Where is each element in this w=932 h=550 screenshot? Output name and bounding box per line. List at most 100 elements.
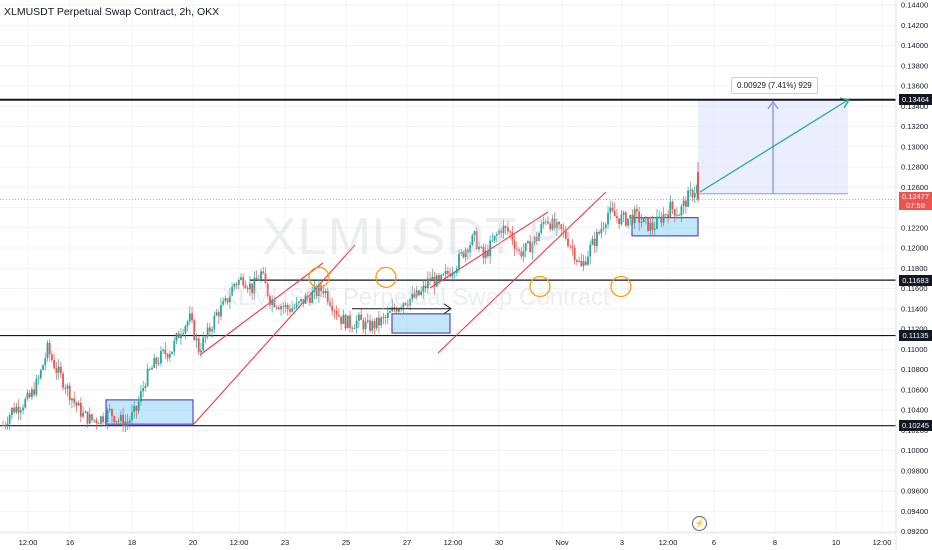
candle-body	[673, 209, 676, 216]
candle-body	[317, 285, 320, 297]
candle-body	[504, 226, 507, 228]
arrow-annotations	[352, 303, 452, 315]
candle-body	[671, 201, 674, 210]
candle-body	[228, 295, 231, 303]
price-tick-label: 0.13800	[901, 61, 928, 70]
candle-body	[255, 277, 258, 280]
candle-body	[180, 334, 182, 338]
candle-body	[420, 291, 423, 296]
candle-body	[157, 363, 160, 364]
test-circle	[529, 275, 551, 298]
candle-body	[313, 286, 316, 292]
price-tick-label: 0.10800	[901, 365, 928, 374]
price-tick-label: 0.14200	[901, 21, 928, 30]
candle-body	[355, 320, 358, 329]
candle-body	[35, 378, 38, 395]
candle-body	[375, 317, 378, 329]
candle-body	[59, 366, 62, 374]
candle-body	[28, 392, 31, 398]
candle-body	[560, 224, 563, 230]
candle-body	[306, 295, 309, 298]
candle-body	[13, 407, 16, 413]
candle-body	[333, 310, 336, 312]
chart-grid	[0, 0, 896, 533]
candle-body	[193, 320, 196, 340]
test-circle	[610, 275, 632, 298]
measure-arrowhead	[767, 100, 779, 110]
candle-body	[582, 261, 585, 267]
candle-body	[404, 302, 407, 305]
candle-body	[609, 207, 612, 213]
consolidation-box	[105, 399, 194, 425]
candle-body	[144, 385, 147, 389]
candle-body	[242, 277, 245, 286]
candle-body	[498, 230, 500, 235]
candle-body	[378, 317, 380, 326]
candle-body	[4, 425, 7, 426]
trend-channels	[192, 97, 851, 426]
candle-body	[693, 193, 696, 198]
candle-body	[104, 422, 107, 423]
candle-body	[55, 368, 58, 373]
candle-body	[491, 240, 494, 242]
time-tick-label: 12:00	[230, 538, 249, 547]
candle-body	[409, 298, 411, 306]
candle-body	[426, 278, 429, 289]
candle-body	[320, 285, 322, 291]
candle-body	[584, 261, 587, 265]
candle-body	[295, 302, 298, 308]
channel-line	[199, 262, 324, 356]
candle-body	[371, 321, 374, 331]
candle-body	[466, 249, 469, 253]
candle-body	[206, 327, 209, 337]
candle-body	[653, 228, 656, 230]
candle-body	[431, 276, 434, 280]
candle-body	[82, 412, 84, 417]
candle-body	[275, 306, 278, 308]
candle-body	[622, 212, 625, 215]
candle-body	[555, 222, 558, 229]
candlestick-series	[2, 161, 699, 433]
candle-body	[231, 286, 234, 296]
candle-body	[342, 314, 345, 325]
price-tick-label: 0.11800	[901, 264, 928, 273]
candle-body	[442, 274, 445, 275]
level-price-label: 0.11135	[899, 330, 932, 342]
candle-body	[389, 311, 391, 313]
lightning-icon[interactable]: ⚡	[692, 516, 707, 531]
candle-body	[656, 216, 658, 229]
candle-body	[93, 419, 96, 421]
candle-body	[164, 349, 167, 355]
test-circle	[375, 266, 397, 289]
candle-body	[146, 368, 149, 386]
candle-body	[2, 425, 4, 426]
candle-body	[591, 238, 594, 245]
candle-body	[280, 306, 282, 310]
candle-body	[68, 385, 71, 401]
candle-body	[567, 238, 569, 247]
candle-body	[202, 337, 205, 351]
candle-body	[502, 226, 505, 233]
candle-body	[166, 354, 169, 358]
candle-body	[186, 321, 189, 327]
candle-body	[598, 232, 601, 234]
candle-body	[222, 301, 225, 306]
candle-body	[346, 315, 349, 329]
price-tick-label: 0.10400	[901, 406, 928, 415]
candle-body	[638, 211, 641, 223]
candle-body	[433, 276, 436, 287]
candle-body	[353, 328, 356, 329]
candle-body	[691, 189, 694, 198]
candle-body	[37, 378, 40, 379]
current-price-value: 0.12477	[901, 191, 930, 201]
candle-body	[293, 307, 296, 309]
candle-body	[366, 320, 369, 322]
candle-body	[593, 238, 596, 247]
price-tick-label: 0.13600	[901, 82, 928, 91]
candle-body	[57, 366, 60, 373]
price-tick-label: 0.09200	[901, 527, 928, 536]
candle-body	[175, 333, 178, 341]
candle-body	[369, 320, 371, 331]
candle-body	[249, 283, 251, 290]
candle-body	[151, 367, 153, 370]
